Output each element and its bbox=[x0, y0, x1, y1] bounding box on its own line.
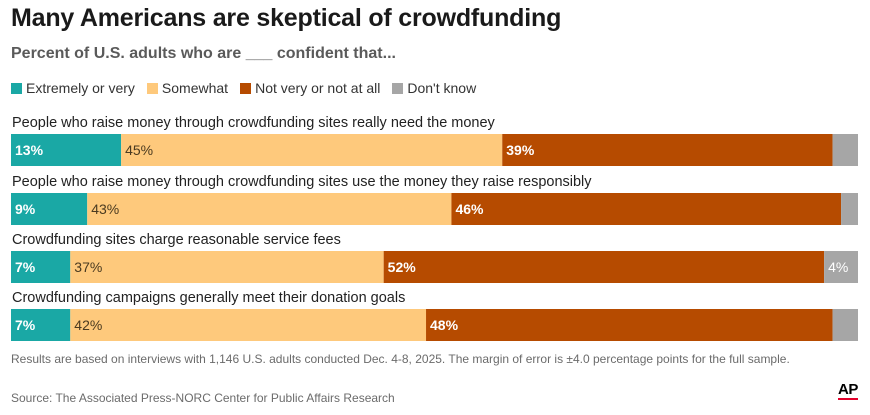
chart-title: Many Americans are skeptical of crowdfun… bbox=[11, 4, 562, 32]
data-label-somewhat-row-1: 45% bbox=[125, 142, 153, 158]
data-label-extremely-row-2: 9% bbox=[15, 201, 36, 217]
legend-label-not-very: Not very or not at all bbox=[255, 80, 381, 96]
legend-label-somewhat: Somewhat bbox=[161, 80, 229, 96]
bar-segment-extremely-row-4 bbox=[11, 309, 71, 341]
data-label-extremely-row-4: 7% bbox=[15, 317, 36, 333]
bar-segment-extremely-row-2 bbox=[11, 193, 88, 225]
legend-swatch-somewhat bbox=[146, 82, 158, 94]
bar-segment-not-very-row-3 bbox=[383, 251, 825, 283]
legend-swatch-extremely bbox=[11, 82, 22, 94]
legend-label-dont-know: Don't know bbox=[407, 80, 477, 96]
bar-segment-not-very-row-2 bbox=[451, 193, 842, 225]
data-label-extremely-row-1: 13% bbox=[15, 142, 44, 158]
data-label-not-very-row-2: 46% bbox=[455, 201, 484, 217]
bar-segment-somewhat-row-3 bbox=[70, 251, 384, 283]
legend-item-not-very: Not very or not at all bbox=[240, 80, 380, 96]
legend: Extremely or very Somewhat Not very or n… bbox=[11, 80, 488, 96]
bar-segment-extremely-row-1 bbox=[11, 134, 122, 166]
legend-item-somewhat: Somewhat bbox=[146, 80, 229, 96]
bar-segment-somewhat-row-4 bbox=[70, 309, 427, 341]
bar-segment-extremely-row-3 bbox=[11, 251, 71, 283]
chart-subtitle: Percent of U.S. adults who are ___ confi… bbox=[11, 45, 396, 62]
footnote: Results are based on interviews with 1,1… bbox=[11, 352, 790, 366]
legend-item-dont-know: Don't know bbox=[392, 80, 476, 96]
category-label-4: Crowdfunding campaigns generally meet th… bbox=[12, 290, 405, 306]
bar-segment-somewhat-row-2 bbox=[87, 193, 452, 225]
category-label-3: Crowdfunding sites charge reasonable ser… bbox=[12, 232, 341, 248]
data-label-not-very-row-1: 39% bbox=[506, 142, 535, 158]
ap-logo-underline bbox=[838, 398, 858, 400]
bar-segment-not-very-row-1 bbox=[502, 134, 833, 166]
bar-segment-dont-know-row-4 bbox=[832, 309, 858, 341]
data-label-not-very-row-4: 48% bbox=[430, 317, 459, 333]
legend-swatch-dont-know bbox=[392, 82, 404, 94]
data-label-dont-know-row-3: 4% bbox=[828, 259, 848, 275]
bar-segment-somewhat-row-1 bbox=[121, 134, 503, 166]
ap-logo: AP bbox=[838, 381, 858, 398]
data-label-somewhat-row-4: 42% bbox=[74, 317, 102, 333]
data-label-not-very-row-3: 52% bbox=[388, 259, 417, 275]
data-label-extremely-row-3: 7% bbox=[15, 259, 36, 275]
legend-label-extremely: Extremely or very bbox=[26, 80, 135, 96]
data-label-somewhat-row-2: 43% bbox=[91, 201, 119, 217]
category-label-2: People who raise money through crowdfund… bbox=[12, 174, 592, 190]
legend-item-extremely: Extremely or very bbox=[11, 80, 135, 96]
bar-segment-dont-know-row-2 bbox=[841, 193, 858, 225]
category-label-1: People who raise money through crowdfund… bbox=[12, 115, 496, 131]
source-note: Source: The Associated Press-NORC Center… bbox=[11, 391, 395, 405]
data-label-somewhat-row-3: 37% bbox=[74, 259, 102, 275]
bar-segment-dont-know-row-3 bbox=[824, 251, 858, 283]
bar-segment-dont-know-row-1 bbox=[832, 134, 858, 166]
legend-swatch-not-very bbox=[240, 82, 252, 94]
bar-segment-not-very-row-4 bbox=[426, 309, 833, 341]
